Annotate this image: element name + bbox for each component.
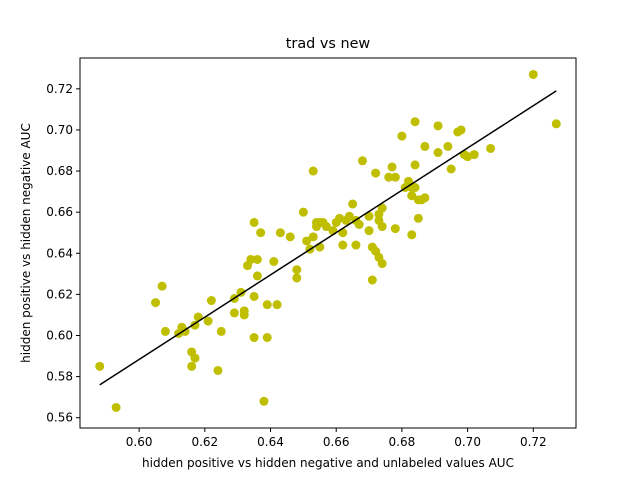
data-point bbox=[246, 254, 256, 264]
data-point bbox=[351, 240, 361, 250]
data-point bbox=[95, 361, 105, 371]
data-point bbox=[302, 236, 312, 246]
data-point bbox=[111, 402, 121, 412]
data-point bbox=[410, 117, 420, 127]
data-point bbox=[272, 300, 282, 310]
data-point bbox=[456, 125, 466, 135]
data-point bbox=[239, 306, 249, 316]
data-point bbox=[151, 298, 161, 308]
data-point bbox=[433, 148, 443, 158]
data-point bbox=[187, 361, 197, 371]
data-point bbox=[413, 213, 423, 223]
data-point bbox=[275, 228, 285, 238]
data-point bbox=[397, 131, 407, 141]
data-point bbox=[249, 291, 259, 301]
data-point bbox=[206, 296, 216, 306]
data-point bbox=[259, 396, 269, 406]
data-point bbox=[420, 141, 430, 151]
data-point bbox=[249, 333, 259, 343]
data-point bbox=[410, 160, 420, 170]
data-point bbox=[213, 365, 223, 375]
data-point bbox=[387, 162, 397, 172]
data-point bbox=[407, 230, 417, 240]
x-tick-label: 0.70 bbox=[454, 435, 481, 449]
data-point bbox=[203, 316, 213, 326]
data-point bbox=[528, 69, 538, 79]
x-tick-label: 0.68 bbox=[389, 435, 416, 449]
data-point bbox=[407, 191, 417, 201]
data-point bbox=[410, 183, 420, 192]
y-tick-label: 0.66 bbox=[46, 205, 73, 219]
y-tick-label: 0.72 bbox=[46, 82, 73, 96]
trend-line bbox=[99, 90, 557, 386]
data-point bbox=[377, 222, 387, 232]
x-tick-label: 0.66 bbox=[323, 435, 350, 449]
data-point bbox=[551, 119, 561, 129]
data-point bbox=[364, 226, 374, 236]
data-point bbox=[321, 222, 331, 232]
data-point bbox=[308, 166, 318, 176]
data-point bbox=[292, 265, 302, 275]
data-point bbox=[367, 275, 377, 285]
data-point bbox=[269, 257, 279, 266]
plot-area bbox=[95, 69, 561, 412]
data-point bbox=[229, 308, 239, 318]
y-tick-label: 0.68 bbox=[46, 164, 73, 178]
data-point bbox=[469, 150, 479, 160]
data-point bbox=[446, 164, 456, 174]
data-point bbox=[433, 121, 443, 131]
data-point bbox=[486, 143, 496, 153]
data-point bbox=[252, 271, 262, 281]
data-point bbox=[357, 156, 367, 166]
x-tick-label: 0.60 bbox=[126, 435, 153, 449]
data-point bbox=[256, 228, 266, 238]
data-point bbox=[285, 232, 295, 242]
data-point bbox=[390, 172, 400, 182]
data-point bbox=[338, 240, 348, 250]
data-point bbox=[354, 220, 364, 229]
data-point bbox=[390, 224, 400, 234]
data-point bbox=[420, 193, 430, 203]
data-point bbox=[216, 326, 226, 336]
y-tick-label: 0.60 bbox=[46, 329, 73, 343]
data-point bbox=[371, 168, 381, 178]
data-point bbox=[262, 300, 272, 310]
y-tick-label: 0.70 bbox=[46, 123, 73, 137]
chart-title: trad vs new bbox=[286, 36, 371, 52]
data-point bbox=[157, 281, 167, 291]
y-tick-label: 0.64 bbox=[46, 246, 73, 260]
data-point bbox=[344, 211, 354, 221]
data-point bbox=[298, 207, 308, 217]
data-point bbox=[348, 199, 358, 209]
data-point bbox=[160, 326, 170, 336]
y-tick-label: 0.56 bbox=[46, 411, 73, 425]
data-point bbox=[190, 320, 200, 330]
data-point bbox=[377, 203, 387, 213]
data-point bbox=[443, 141, 453, 151]
x-tick-label: 0.62 bbox=[191, 435, 218, 449]
data-point bbox=[190, 353, 200, 363]
data-point bbox=[364, 211, 374, 221]
y-axis-label: hidden positive vs hidden negative AUC bbox=[19, 123, 33, 363]
data-point bbox=[384, 172, 394, 182]
data-point bbox=[308, 232, 318, 242]
x-tick-label: 0.64 bbox=[257, 435, 284, 449]
y-tick-label: 0.62 bbox=[46, 287, 73, 301]
data-point bbox=[292, 273, 302, 283]
plot-frame bbox=[79, 57, 577, 429]
data-point bbox=[377, 259, 387, 269]
x-tick-label: 0.72 bbox=[520, 435, 547, 449]
y-tick-label: 0.58 bbox=[46, 370, 73, 384]
data-point bbox=[252, 254, 262, 264]
data-point bbox=[249, 217, 259, 227]
x-axis-label: hidden positive vs hidden negative and u… bbox=[142, 456, 514, 470]
data-point bbox=[262, 333, 272, 343]
